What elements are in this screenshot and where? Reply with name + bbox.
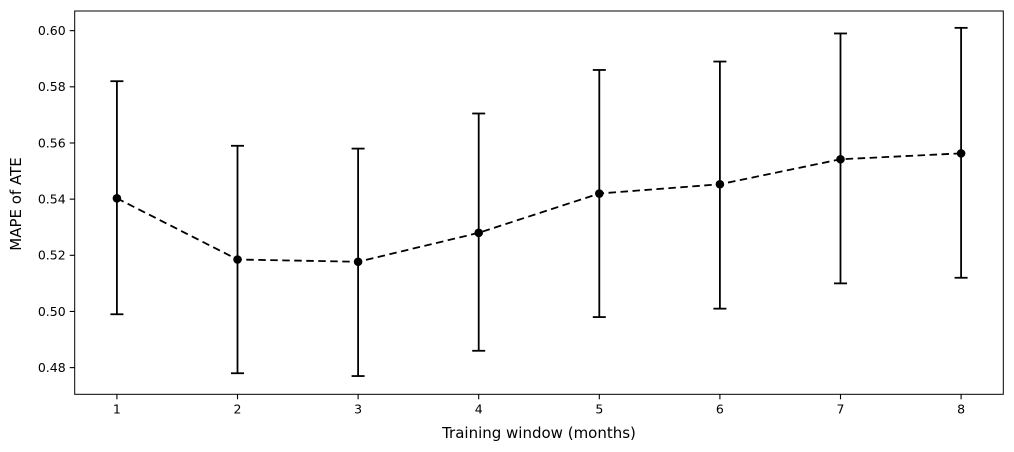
y-tick-label: 0.54 xyxy=(38,191,66,206)
y-tick-label: 0.56 xyxy=(38,135,66,150)
x-axis-label: Training window (months) xyxy=(442,424,636,442)
data-point-marker xyxy=(715,179,725,189)
y-tick-label: 0.52 xyxy=(38,248,66,263)
plot-border xyxy=(74,10,1004,395)
x-tick-label: 6 xyxy=(716,401,724,416)
data-point-marker xyxy=(474,228,484,238)
x-tick-label: 3 xyxy=(354,401,362,416)
y-tick-label: 0.48 xyxy=(38,360,66,375)
y-tick-label: 0.60 xyxy=(38,23,66,38)
x-tick-label: 5 xyxy=(595,401,603,416)
data-line xyxy=(116,152,962,263)
x-tick-label: 1 xyxy=(113,401,121,416)
x-tick-label: 2 xyxy=(234,401,242,416)
x-tick-label: 7 xyxy=(837,401,845,416)
data-point-marker xyxy=(112,193,122,203)
y-axis-label: MAPE of ATE xyxy=(7,157,25,251)
data-point-marker xyxy=(233,255,242,264)
y-tick-label: 0.58 xyxy=(38,79,66,94)
data-point-marker xyxy=(353,257,363,267)
data-point-marker xyxy=(956,149,966,158)
x-tick-label: 8 xyxy=(957,401,965,416)
y-tick-label: 0.50 xyxy=(38,304,66,319)
data-point-marker xyxy=(594,189,604,198)
x-tick-label: 4 xyxy=(475,401,483,416)
data-point-marker xyxy=(836,154,845,164)
